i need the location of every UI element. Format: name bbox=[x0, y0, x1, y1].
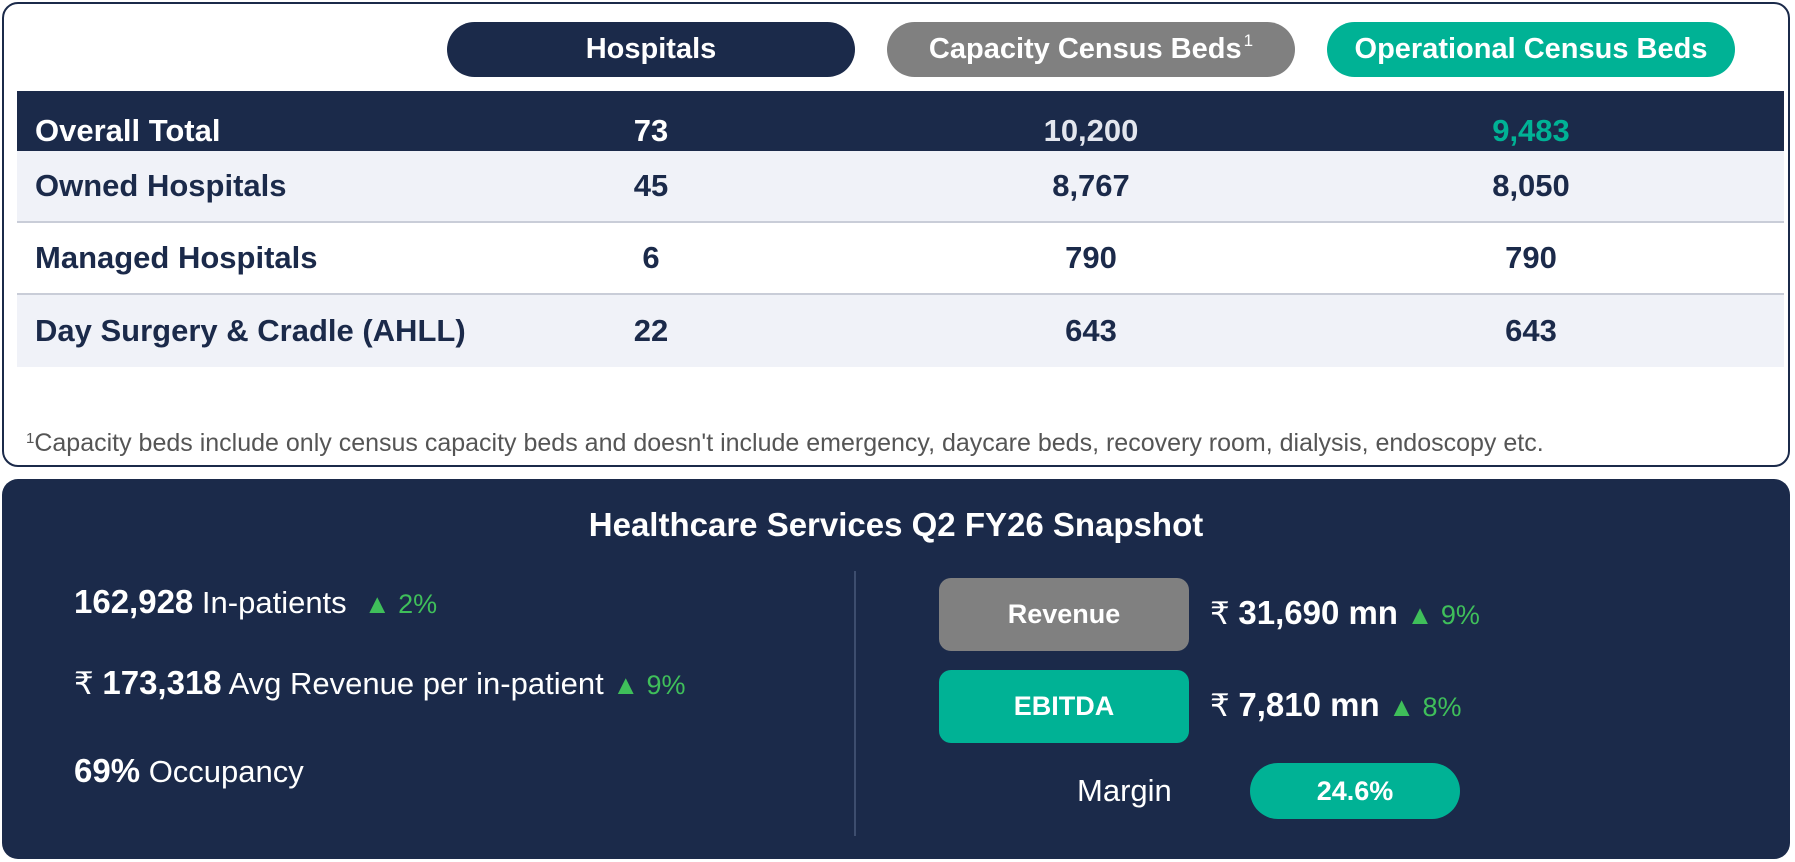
ebitda-value: 7,810 mn bbox=[1238, 686, 1380, 723]
occupancy-label: Occupancy bbox=[148, 754, 304, 789]
cell-capacity: 790 bbox=[1065, 240, 1117, 275]
header-capacity-label: Capacity Census Beds bbox=[928, 33, 1242, 65]
margin-label: Margin bbox=[1077, 773, 1172, 808]
footnote-sup: 1 bbox=[26, 430, 35, 447]
revenue-metric: ₹ 31,690 mn ▲ 9% bbox=[1210, 594, 1480, 632]
cell-operational: 643 bbox=[1505, 313, 1557, 348]
revenue-value: 31,690 mn bbox=[1238, 594, 1398, 631]
avg-revenue-label: Avg Revenue per in-patient bbox=[228, 666, 604, 701]
cell-hospitals: 73 bbox=[633, 113, 669, 148]
rupee-icon: ₹ bbox=[1210, 596, 1230, 631]
stat-avg-revenue: ₹ 173,318 Avg Revenue per in-patient ▲ 9… bbox=[74, 664, 686, 702]
header-capacity-beds: Capacity Census Beds 1 bbox=[887, 22, 1295, 77]
cell-operational: 790 bbox=[1505, 240, 1557, 275]
row-label: Owned Hospitals bbox=[35, 168, 287, 203]
revenue-badge: Revenue bbox=[939, 578, 1189, 651]
cell-hospitals: 6 bbox=[642, 240, 660, 275]
margin-value: 24.6% bbox=[1250, 763, 1460, 819]
cell-capacity: 643 bbox=[1065, 313, 1117, 348]
avg-revenue-change: ▲ 9% bbox=[612, 670, 686, 700]
snapshot-panel: Healthcare Services Q2 FY26 Snapshot 162… bbox=[2, 479, 1790, 859]
ebitda-change: ▲ 8% bbox=[1388, 692, 1462, 722]
rupee-icon: ₹ bbox=[1210, 688, 1230, 723]
table-row-day-surgery: Day Surgery & Cradle (AHLL) 22 643 643 bbox=[17, 295, 1784, 367]
cell-operational: 9,483 bbox=[1492, 113, 1570, 148]
cell-hospitals: 45 bbox=[633, 168, 669, 203]
row-label: Managed Hospitals bbox=[35, 240, 318, 275]
rupee-icon: ₹ bbox=[74, 666, 94, 701]
ebitda-metric: ₹ 7,810 mn ▲ 8% bbox=[1210, 686, 1461, 724]
header-hospitals-label: Hospitals bbox=[585, 33, 717, 65]
revenue-change: ▲ 9% bbox=[1406, 600, 1480, 630]
inpatients-value: 162,928 bbox=[74, 583, 194, 620]
row-label: Day Surgery & Cradle (AHLL) bbox=[35, 313, 466, 348]
avg-revenue-value: 173,318 bbox=[102, 664, 222, 701]
divider bbox=[854, 571, 856, 836]
inpatients-change: ▲ 2% bbox=[363, 589, 438, 619]
cell-capacity: 10,200 bbox=[1043, 113, 1139, 148]
inpatients-label: In-patients bbox=[201, 585, 347, 620]
occupancy-value: 69% bbox=[74, 752, 141, 789]
header-operational-beds: Operational Census Beds bbox=[1327, 22, 1735, 77]
ebitda-badge: EBITDA bbox=[939, 670, 1189, 743]
footnote-marker: 1 bbox=[1243, 30, 1254, 50]
beds-table-panel: Hospitals Capacity Census Beds 1 Operatio… bbox=[2, 2, 1790, 467]
table-row-owned: Owned Hospitals 45 8,767 8,050 bbox=[17, 151, 1784, 223]
footnote: 1Capacity beds include only census capac… bbox=[26, 429, 1544, 458]
header-hospitals: Hospitals bbox=[447, 22, 855, 77]
cell-capacity: 8,767 bbox=[1052, 168, 1130, 203]
stat-occupancy: 69% Occupancy bbox=[74, 752, 304, 790]
footnote-text: Capacity beds include only census capaci… bbox=[34, 429, 1544, 457]
header-operational-label: Operational Census Beds bbox=[1354, 33, 1708, 65]
stat-inpatients: 162,928 In-patients ▲ 2% bbox=[74, 583, 437, 621]
snapshot-title: Healthcare Services Q2 FY26 Snapshot bbox=[588, 506, 1204, 543]
cell-hospitals: 22 bbox=[633, 313, 669, 348]
row-label: Overall Total bbox=[35, 113, 221, 148]
cell-operational: 8,050 bbox=[1492, 168, 1570, 203]
table-row-managed: Managed Hospitals 6 790 790 bbox=[17, 223, 1784, 295]
